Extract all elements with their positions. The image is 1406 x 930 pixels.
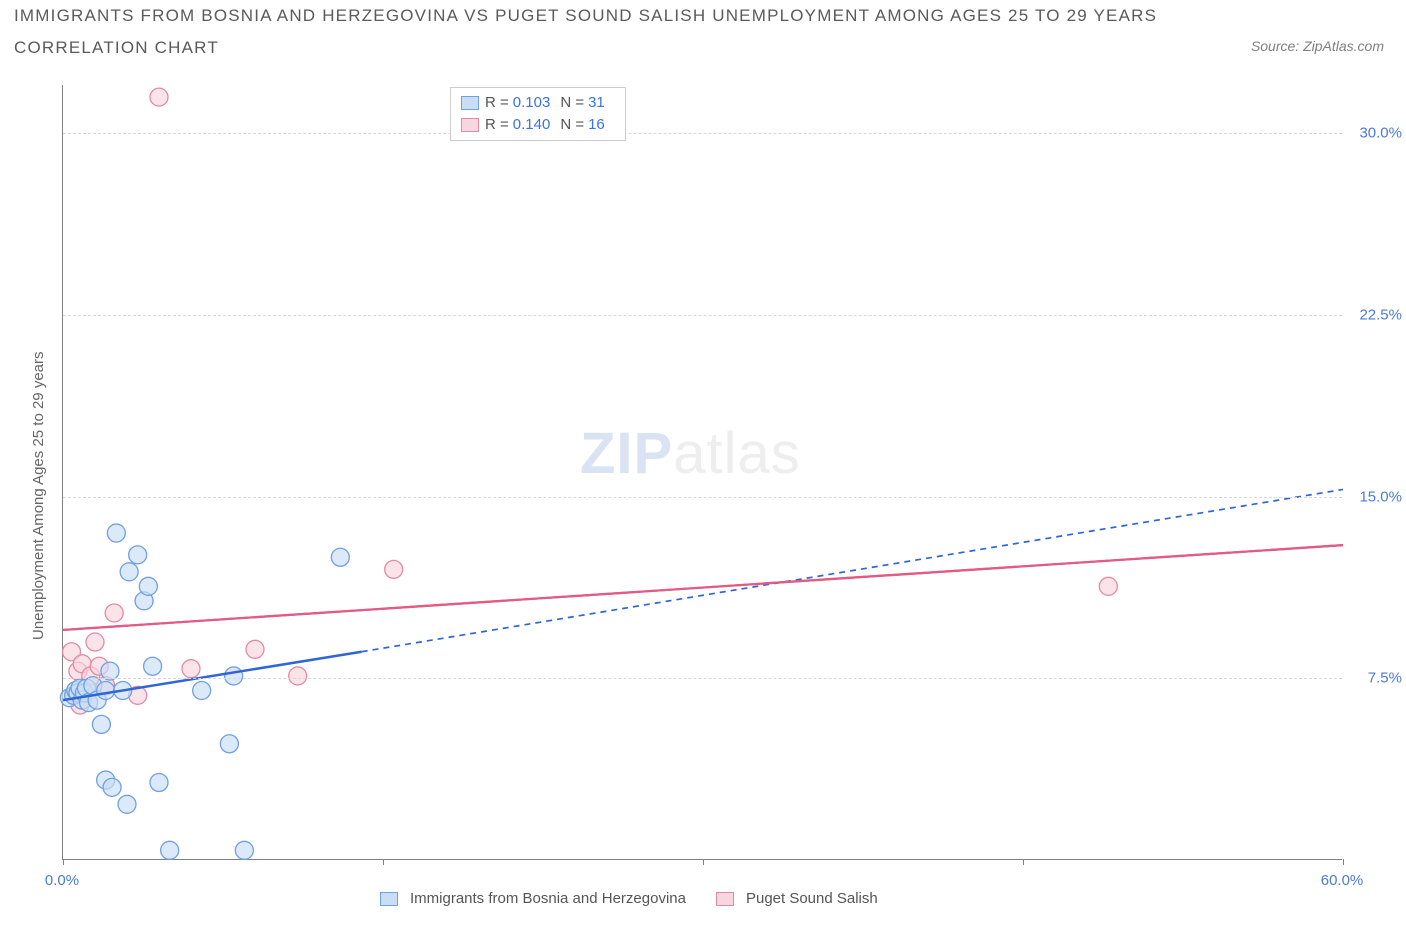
gridline-h: [63, 678, 1342, 679]
legend-n-label: N =: [560, 116, 584, 133]
data-point-a: [161, 841, 179, 859]
y-axis-label: Unemployment Among Ages 25 to 29 years: [30, 351, 47, 640]
y-tick-label: 30.0%: [1359, 125, 1402, 142]
x-tick: [63, 859, 64, 865]
data-point-a: [139, 577, 157, 595]
data-point-a: [144, 657, 162, 675]
data-point-a: [235, 841, 253, 859]
legend-n-label: N =: [560, 94, 584, 111]
x-tick: [703, 859, 704, 865]
data-point-a: [331, 548, 349, 566]
data-point-a: [107, 524, 125, 542]
chart-title-line2: CORRELATION CHART: [14, 38, 219, 58]
data-point-b: [105, 604, 123, 622]
source-attribution: Source: ZipAtlas.com: [1251, 38, 1384, 54]
legend-swatch: [380, 892, 398, 906]
legend-r-value: 0.140: [513, 116, 551, 133]
data-point-a: [92, 715, 110, 733]
data-point-a: [118, 795, 136, 813]
chart-title-line1: IMMIGRANTS FROM BOSNIA AND HERZEGOVINA V…: [14, 6, 1157, 26]
gridline-h: [63, 315, 1342, 316]
trendline-b-top: [63, 545, 1343, 630]
gridline-h: [63, 497, 1342, 498]
legend-series-label: Puget Sound Salish: [746, 890, 878, 907]
x-tick-label: 0.0%: [45, 872, 79, 889]
chart-plot-area: 7.5%15.0%22.5%30.0%: [62, 85, 1342, 860]
legend-r-label: R =: [485, 116, 509, 133]
data-point-a: [129, 546, 147, 564]
data-point-b: [289, 667, 307, 685]
legend-r-label: R =: [485, 94, 509, 111]
scatter-plot-svg: [63, 85, 1343, 860]
series-legend: Immigrants from Bosnia and Herzegovina Pu…: [380, 890, 878, 907]
data-point-a: [103, 778, 121, 796]
y-tick-label: 7.5%: [1368, 670, 1402, 687]
data-point-a: [97, 681, 115, 699]
gridline-h: [63, 133, 1342, 134]
data-point-b: [246, 640, 264, 658]
correlation-stats-legend: R =0.103 N =31 R =0.140 N =16: [450, 87, 626, 141]
data-point-b: [182, 660, 200, 678]
legend-r-value: 0.103: [513, 94, 551, 111]
y-tick-label: 15.0%: [1359, 488, 1402, 505]
legend-n-value: 31: [588, 94, 605, 111]
data-point-b: [385, 560, 403, 578]
legend-series-label: Immigrants from Bosnia and Herzegovina: [410, 890, 686, 907]
legend-swatch: [461, 118, 479, 132]
trendline-ext-a: [362, 489, 1343, 651]
legend-item: Puget Sound Salish: [716, 890, 878, 907]
x-tick-label: 60.0%: [1321, 872, 1364, 889]
legend-swatch: [461, 96, 479, 110]
legend-swatch: [716, 892, 734, 906]
data-point-a: [193, 681, 211, 699]
y-tick-label: 22.5%: [1359, 307, 1402, 324]
data-point-b: [86, 633, 104, 651]
data-point-b: [1099, 577, 1117, 595]
data-point-a: [225, 667, 243, 685]
data-point-b: [150, 88, 168, 106]
data-point-a: [150, 774, 168, 792]
x-tick: [1343, 859, 1344, 865]
data-point-a: [120, 563, 138, 581]
x-tick: [383, 859, 384, 865]
legend-item: Immigrants from Bosnia and Herzegovina: [380, 890, 686, 907]
data-point-a: [220, 735, 238, 753]
x-tick: [1023, 859, 1024, 865]
legend-n-value: 16: [588, 116, 605, 133]
